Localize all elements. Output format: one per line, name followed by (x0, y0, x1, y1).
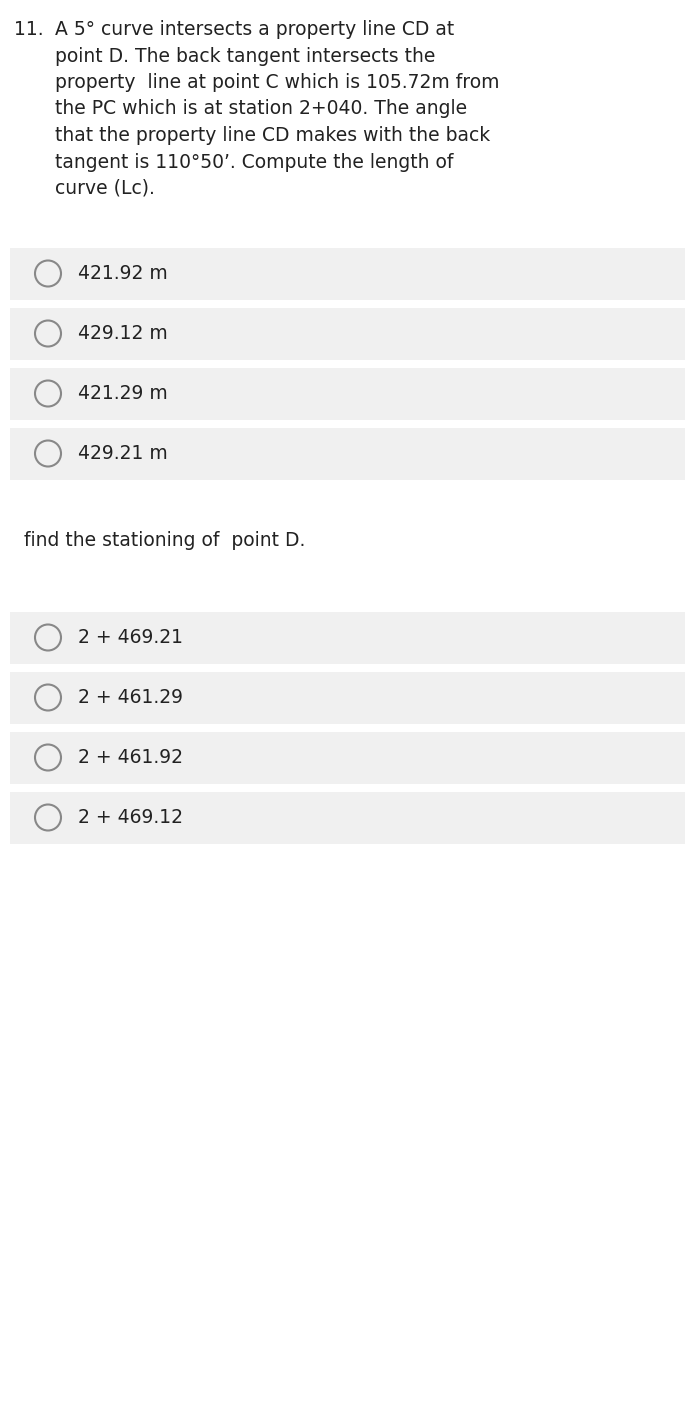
Text: A 5° curve intersects a property line CD at: A 5° curve intersects a property line CD… (55, 20, 454, 38)
Text: 429.12 m: 429.12 m (78, 324, 168, 344)
Bar (10, 672, 685, 724)
Text: 2 + 461.92: 2 + 461.92 (78, 748, 183, 767)
Text: 11.: 11. (14, 20, 43, 38)
Text: 421.29 m: 421.29 m (78, 383, 168, 403)
Text: point D. The back tangent intersects the: point D. The back tangent intersects the (55, 47, 435, 65)
Text: 421.92 m: 421.92 m (78, 264, 168, 283)
Text: curve (Lc).: curve (Lc). (55, 179, 155, 197)
Text: 429.21 m: 429.21 m (78, 444, 168, 463)
Text: 2 + 461.29: 2 + 461.29 (78, 689, 183, 707)
Text: that the property line CD makes with the back: that the property line CD makes with the… (55, 126, 490, 145)
Bar (10, 427, 685, 480)
Bar (10, 791, 685, 843)
Text: 2 + 469.12: 2 + 469.12 (78, 808, 183, 826)
Bar (10, 308, 685, 359)
Text: the PC which is at station 2+040. The angle: the PC which is at station 2+040. The an… (55, 99, 467, 118)
Text: tangent is 110°50’. Compute the length of: tangent is 110°50’. Compute the length o… (55, 152, 454, 172)
Bar (10, 612, 685, 663)
Text: 2 + 469.21: 2 + 469.21 (78, 628, 183, 648)
Text: find the stationing of  point D.: find the stationing of point D. (24, 531, 305, 551)
Bar (10, 368, 685, 419)
Bar (10, 247, 685, 300)
Text: property  line at point C which is 105.72m from: property line at point C which is 105.72… (55, 72, 500, 92)
Bar (10, 731, 685, 784)
